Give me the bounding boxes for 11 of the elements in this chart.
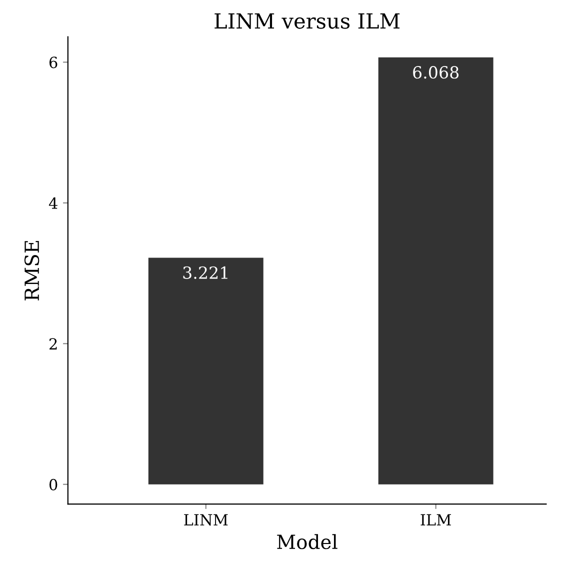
chart-title: LINM versus ILM	[214, 13, 400, 29]
x-tick-label: LINM	[184, 514, 228, 526]
x-axis-title: Model	[277, 534, 338, 550]
data-label: 3.221	[183, 266, 228, 279]
y-tick-label: 4	[48, 197, 58, 209]
y-tick-label: 0	[49, 478, 58, 490]
y-tick-label: 6	[50, 56, 58, 68]
y-tick-label: 2	[50, 338, 57, 350]
x-tick-label: ILM	[420, 514, 451, 526]
data-label: 6.068	[413, 66, 459, 79]
y-axis-title: RMSE	[24, 240, 40, 300]
